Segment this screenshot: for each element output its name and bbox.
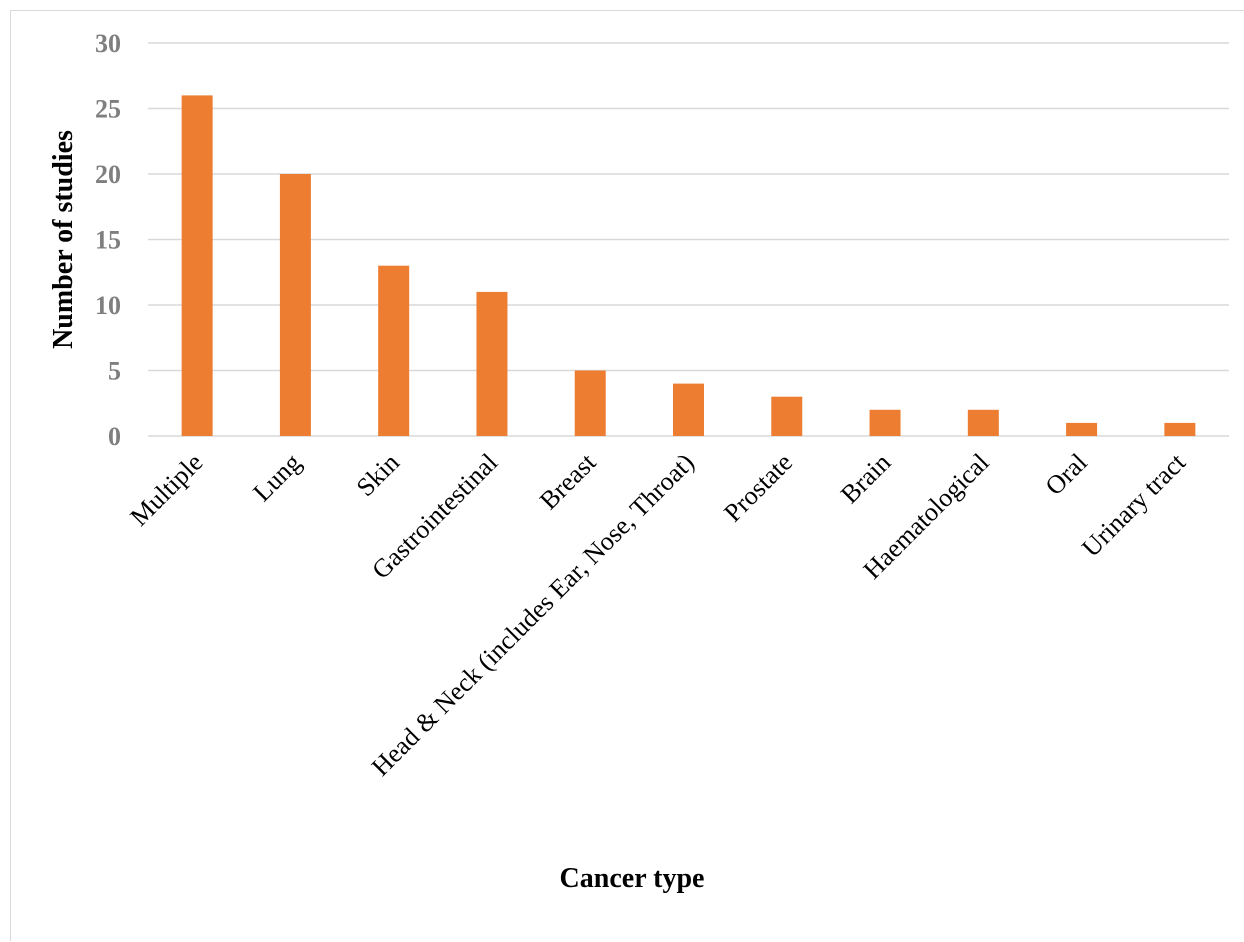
x-tick-label: Multiple: [125, 448, 209, 532]
y-tick-label: 5: [108, 357, 121, 386]
bar-1: [279, 174, 311, 436]
bars: [181, 95, 1196, 437]
bar-10: [1164, 422, 1196, 436]
bar-8: [967, 409, 999, 436]
x-axis-title: Cancer type: [560, 863, 705, 894]
x-tick-label: Oral: [1040, 448, 1093, 501]
x-tick-label: Urinary tract: [1076, 447, 1191, 562]
bar-3: [476, 291, 508, 436]
y-tick-label: 25: [95, 95, 121, 124]
y-axis-ticks: 0 5 10 15 20 25 30: [95, 29, 121, 451]
x-tick-label: Prostate: [718, 448, 798, 528]
y-tick-label: 10: [95, 291, 121, 320]
y-tick-label: 15: [95, 226, 121, 255]
x-tick-label: Skin: [351, 448, 405, 502]
bar-7: [869, 409, 901, 436]
x-tick-label: Head & Neck (includes Ear, Nose, Throat): [366, 448, 700, 782]
y-tick-label: 0: [108, 422, 121, 451]
bar-9: [1066, 422, 1098, 436]
bar-4: [574, 370, 606, 436]
bar-2: [378, 265, 410, 436]
x-tick-label: Lung: [247, 448, 306, 507]
bar-5: [673, 383, 704, 436]
y-tick-label: 30: [95, 29, 121, 58]
bar-6: [771, 396, 803, 436]
x-tick-label: Breast: [534, 447, 602, 515]
x-tick-label: Brain: [835, 448, 896, 509]
bar-0: [181, 95, 213, 437]
y-axis-title: Number of studies: [48, 130, 79, 349]
gridlines: [148, 42, 1229, 437]
y-tick-label: 20: [95, 160, 121, 189]
chart-frame: 0 5 10 15 20 25 30 Multiple Lung Skin Gastrointes…: [10, 10, 1244, 941]
